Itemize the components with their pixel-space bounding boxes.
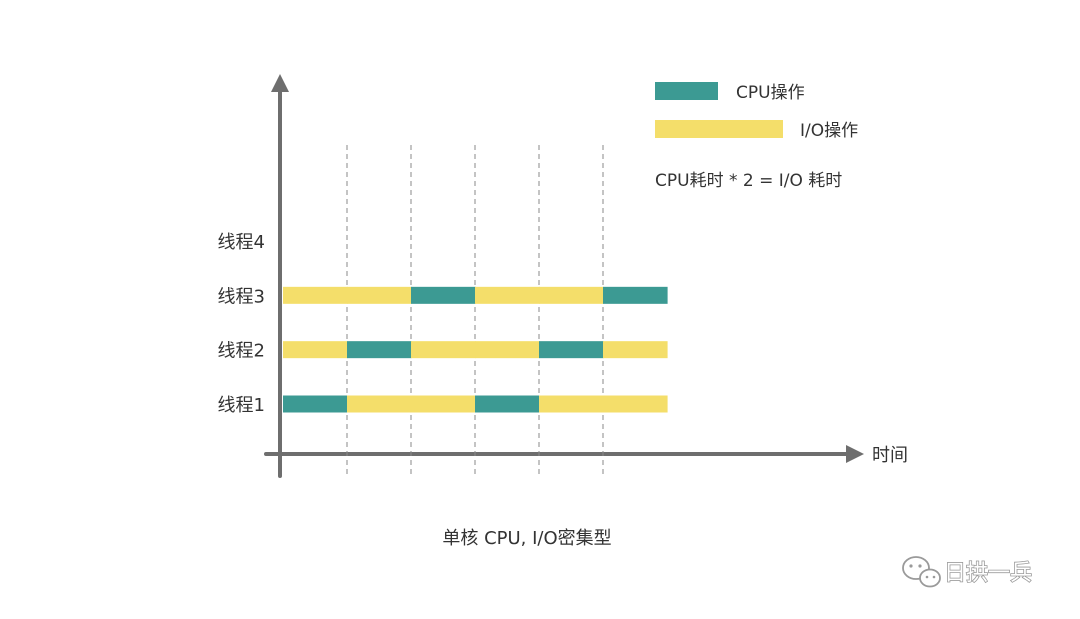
thread-label: 线程3 (218, 286, 265, 307)
cpu-segment (475, 395, 540, 413)
diagram-caption: 单核 CPU, I/O密集型 (442, 528, 611, 549)
watermark-text: 日拱一兵 (944, 561, 1032, 586)
io-segment (347, 395, 412, 413)
timing-note: CPU耗时 * 2 = I/O 耗时 (655, 171, 842, 191)
io-segment (283, 341, 348, 359)
legend-cpu-swatch (655, 82, 718, 100)
thread-labels: 线程4 线程3 线程2 线程1 (218, 232, 265, 416)
io-segment (347, 286, 412, 304)
time-slot-gridlines (346, 145, 604, 476)
legend: CPU操作 I/O操作 (655, 82, 858, 141)
thread-label: 线程2 (218, 341, 265, 362)
watermark: 日拱一兵 (902, 556, 1033, 588)
cpu-segment (603, 286, 668, 304)
x-axis-label: 时间 (872, 445, 908, 466)
axes (264, 74, 864, 478)
io-segment (411, 395, 476, 413)
thread-label: 线程1 (218, 395, 265, 416)
io-segment (475, 286, 540, 304)
y-axis-arrow-icon (271, 74, 289, 92)
io-segment (475, 341, 540, 359)
io-segment (603, 395, 668, 413)
io-segment (283, 286, 348, 304)
io-segment (539, 395, 604, 413)
thread-label: 线程4 (218, 232, 265, 253)
x-axis-arrow-icon (846, 445, 864, 463)
io-segment (603, 341, 668, 359)
wechat-icon (902, 556, 941, 588)
cpu-segment (283, 395, 348, 413)
cpu-segment (539, 341, 604, 359)
thread-bars (283, 286, 668, 413)
cpu-segment (347, 341, 412, 359)
legend-cpu-label: CPU操作 (736, 83, 805, 103)
io-segment (411, 341, 476, 359)
cpu-segment (411, 286, 476, 304)
legend-io-label: I/O操作 (800, 121, 858, 141)
io-segment (539, 286, 604, 304)
legend-io-swatch (655, 120, 783, 138)
